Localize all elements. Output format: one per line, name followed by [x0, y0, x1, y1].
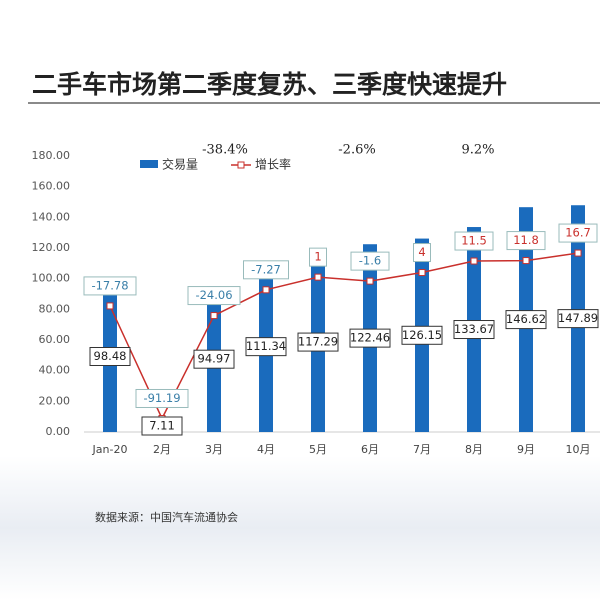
value-label-box — [297, 332, 339, 352]
y-tick-label: 100.00 — [32, 272, 71, 285]
value-label: 117.29 — [298, 335, 338, 349]
growth-label-box — [187, 286, 241, 306]
y-tick-label: 0.00 — [46, 425, 71, 438]
growth-marker — [366, 277, 374, 285]
growth-label: -1.6 — [359, 254, 381, 268]
legend-marker — [237, 161, 245, 169]
value-label-box — [193, 349, 235, 369]
legend-swatch — [140, 160, 158, 168]
value-label-box — [401, 325, 443, 345]
value-label-box — [453, 320, 495, 340]
quarter-growth: 9.2% — [461, 143, 494, 158]
value-label: 98.48 — [94, 349, 127, 363]
y-tick-label: 120.00 — [32, 241, 71, 254]
growth-line — [109, 252, 579, 421]
growth-label: 11.8 — [513, 233, 539, 247]
value-label: 122.46 — [350, 331, 390, 345]
source-note: 数据来源：中国汽车流通协会 — [95, 510, 238, 524]
value-label: 94.97 — [198, 352, 231, 366]
x-tick-label: 10月 — [566, 443, 591, 456]
value-label-box — [557, 309, 599, 329]
x-tick-label: 2月 — [153, 443, 171, 456]
growth-label-box — [135, 388, 189, 408]
y-tick-label: 160.00 — [32, 180, 71, 193]
y-tick-label: 20.00 — [39, 394, 71, 407]
growth-label: 11.5 — [461, 234, 487, 248]
growth-label-box — [413, 243, 431, 263]
growth-marker — [522, 257, 530, 265]
growth-label: -17.78 — [91, 278, 128, 292]
value-label-box — [505, 310, 547, 330]
growth-label: -7.27 — [251, 262, 281, 276]
quarter-growth: -38.4% — [202, 143, 248, 158]
growth-label-box — [558, 223, 598, 243]
growth-label-box — [506, 231, 546, 251]
value-label-box — [141, 416, 183, 436]
quarter-growth: -2.6% — [338, 143, 375, 158]
growth-label-box — [454, 231, 494, 251]
growth-label: -91.19 — [143, 391, 180, 405]
legend-label: 增长率 — [255, 157, 291, 172]
growth-label-box — [243, 260, 289, 280]
growth-label: -24.06 — [195, 288, 232, 302]
x-tick-label: Jan-20 — [92, 443, 128, 456]
value-label-box — [349, 328, 391, 348]
y-tick-label: 60.00 — [39, 333, 71, 346]
value-label: 111.34 — [246, 339, 286, 353]
growth-marker — [210, 312, 218, 320]
x-tick-label: 5月 — [309, 443, 327, 456]
value-label-box — [245, 337, 287, 357]
y-tick-label: 140.00 — [32, 210, 71, 223]
growth-label: 4 — [418, 245, 425, 259]
growth-label: 16.7 — [565, 226, 591, 240]
value-label: 146.62 — [506, 312, 546, 326]
y-tick-label: 180.00 — [32, 149, 71, 162]
x-tick-label: 4月 — [257, 443, 275, 456]
growth-label-box — [83, 276, 137, 296]
growth-label: 1 — [314, 250, 321, 264]
slide-title: 二手车市场第二季度复苏、三季度快速提升 — [32, 70, 507, 99]
value-label-box — [89, 346, 131, 366]
value-label: 147.89 — [558, 311, 598, 325]
growth-marker — [418, 269, 426, 277]
x-tick-label: 7月 — [413, 443, 431, 456]
growth-marker — [262, 286, 270, 294]
value-label: 7.11 — [149, 419, 175, 433]
value-label: 133.67 — [454, 322, 494, 336]
value-label: 126.15 — [402, 328, 442, 342]
growth-label-box — [309, 247, 327, 267]
growth-marker — [106, 302, 114, 310]
growth-marker — [470, 257, 478, 265]
growth-label-box — [350, 251, 390, 271]
x-tick-label: 8月 — [465, 443, 483, 456]
y-tick-label: 80.00 — [39, 302, 71, 315]
y-tick-label: 40.00 — [39, 364, 71, 377]
x-tick-label: 9月 — [517, 443, 535, 456]
x-tick-label: 6月 — [361, 443, 379, 456]
growth-marker — [574, 249, 582, 257]
legend-label: 交易量 — [162, 157, 198, 172]
growth-marker — [314, 273, 322, 281]
x-tick-label: 3月 — [205, 443, 223, 456]
